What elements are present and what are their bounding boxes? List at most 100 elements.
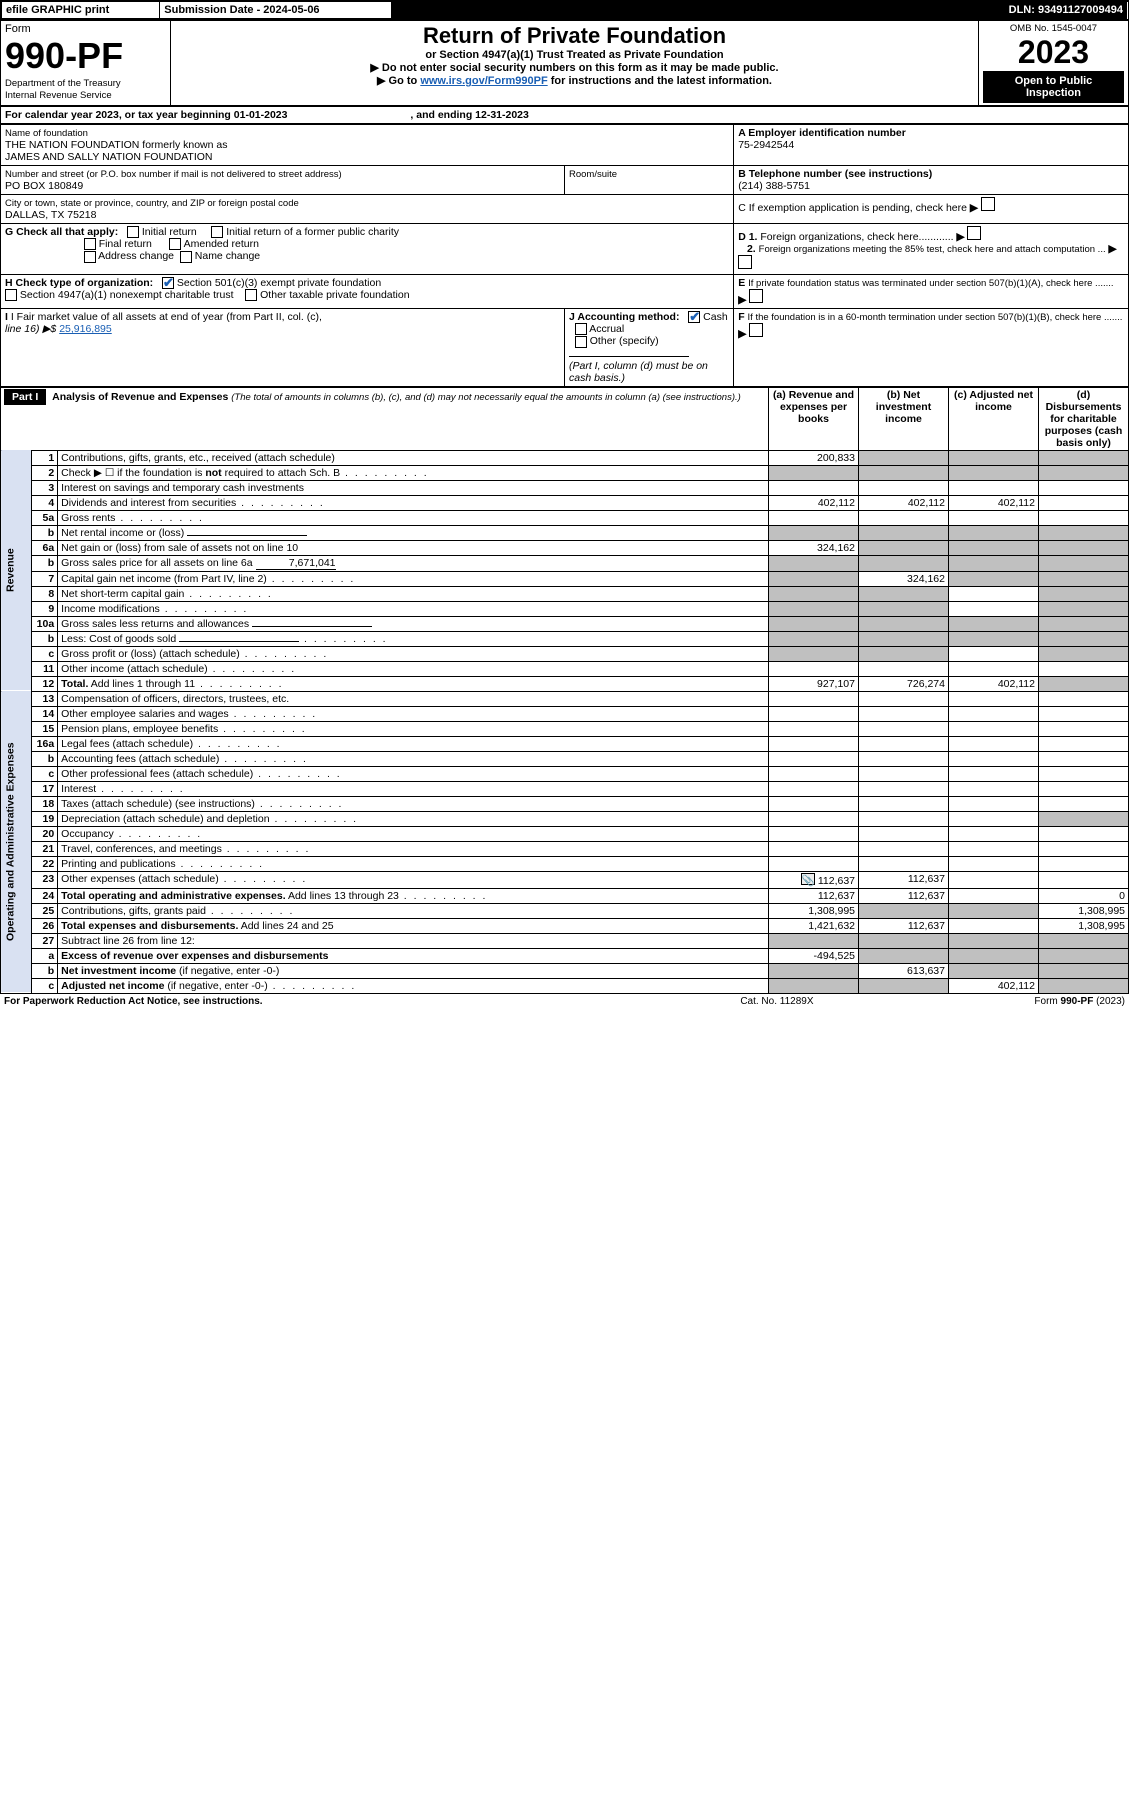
row-number: 24 bbox=[32, 888, 58, 903]
g-address-change-checkbox[interactable] bbox=[84, 251, 96, 263]
d1-checkbox[interactable] bbox=[967, 226, 981, 240]
row-number: 10a bbox=[32, 616, 58, 631]
amount-cell bbox=[1039, 495, 1129, 510]
city-label: City or town, state or province, country… bbox=[5, 198, 299, 209]
table-row: 3Interest on savings and temporary cash … bbox=[1, 480, 1129, 495]
amount-cell bbox=[1039, 796, 1129, 811]
row-description: Adjusted net income (if negative, enter … bbox=[58, 978, 769, 993]
instructions-link[interactable]: www.irs.gov/Form990PF bbox=[420, 75, 547, 87]
j-accrual-checkbox[interactable] bbox=[575, 323, 587, 335]
amount-cell: 112,637 bbox=[859, 918, 949, 933]
f-checkbox[interactable] bbox=[749, 323, 763, 337]
row-description: Total. Add lines 1 through 11 bbox=[58, 676, 769, 691]
table-row: cOther professional fees (attach schedul… bbox=[1, 766, 1129, 781]
amount-cell bbox=[949, 948, 1039, 963]
row-number: 22 bbox=[32, 856, 58, 871]
amount-cell bbox=[769, 796, 859, 811]
e-checkbox[interactable] bbox=[749, 289, 763, 303]
h-other-checkbox[interactable] bbox=[245, 289, 257, 301]
table-row: 25Contributions, gifts, grants paid1,308… bbox=[1, 903, 1129, 918]
row-description: Check ▶ ☐ if the foundation is not requi… bbox=[58, 465, 769, 480]
row-description: Other professional fees (attach schedule… bbox=[58, 766, 769, 781]
table-row: cAdjusted net income (if negative, enter… bbox=[1, 978, 1129, 993]
table-row: aExcess of revenue over expenses and dis… bbox=[1, 948, 1129, 963]
j-other-checkbox[interactable] bbox=[575, 336, 587, 348]
amount-cell bbox=[769, 841, 859, 856]
amount-cell: 402,112 bbox=[769, 495, 859, 510]
table-row: 23Other expenses (attach schedule)📎 112,… bbox=[1, 871, 1129, 888]
submission-date: Submission Date - 2024-05-06 bbox=[160, 2, 392, 19]
row-number: 13 bbox=[32, 691, 58, 706]
amount-cell bbox=[859, 721, 949, 736]
g-initial-former-checkbox[interactable] bbox=[211, 226, 223, 238]
d2-checkbox[interactable] bbox=[738, 255, 752, 269]
amount-cell: 1,308,995 bbox=[769, 903, 859, 918]
table-row: 26Total expenses and disbursements. Add … bbox=[1, 918, 1129, 933]
table-row: 7Capital gain net income (from Part IV, … bbox=[1, 571, 1129, 586]
row-description: Gross rents bbox=[58, 510, 769, 525]
g-name-change-checkbox[interactable] bbox=[180, 251, 192, 263]
row-description: Gross sales price for all assets on line… bbox=[58, 555, 769, 571]
g-label: G Check all that apply: bbox=[5, 226, 118, 238]
row-number: 27 bbox=[32, 933, 58, 948]
e-label: If private foundation status was termina… bbox=[748, 278, 1113, 289]
table-row: 16aLegal fees (attach schedule) bbox=[1, 736, 1129, 751]
part1-note: (The total of amounts in columns (b), (c… bbox=[231, 392, 741, 403]
h-4947-checkbox[interactable] bbox=[5, 289, 17, 301]
j-cash-checkbox[interactable] bbox=[688, 311, 700, 323]
schedule-icon[interactable]: 📎 bbox=[801, 873, 815, 885]
table-row: 4Dividends and interest from securities4… bbox=[1, 495, 1129, 510]
foundation-name-2: JAMES AND SALLY NATION FOUNDATION bbox=[5, 151, 213, 163]
row-number: 2 bbox=[32, 465, 58, 480]
address-label: Number and street (or P.O. box number if… bbox=[5, 169, 342, 180]
row-description: Income modifications bbox=[58, 601, 769, 616]
ein-value: 75-2942544 bbox=[738, 139, 794, 151]
amount-cell bbox=[949, 963, 1039, 978]
amount-cell: -494,525 bbox=[769, 948, 859, 963]
amount-cell bbox=[769, 766, 859, 781]
amount-cell bbox=[1039, 948, 1129, 963]
table-row: 17Interest bbox=[1, 781, 1129, 796]
amount-cell bbox=[859, 766, 949, 781]
row-number: 25 bbox=[32, 903, 58, 918]
amount-cell bbox=[859, 796, 949, 811]
amount-cell bbox=[949, 736, 1039, 751]
fmv-link[interactable]: 25,916,895 bbox=[59, 323, 112, 335]
row-description: Pension plans, employee benefits bbox=[58, 721, 769, 736]
row-number: b bbox=[32, 631, 58, 646]
amount-cell bbox=[949, 586, 1039, 601]
pra-notice: For Paperwork Reduction Act Notice, see … bbox=[4, 996, 263, 1007]
h-501c3-checkbox[interactable] bbox=[162, 277, 174, 289]
amount-cell bbox=[769, 933, 859, 948]
amount-cell: 324,162 bbox=[769, 540, 859, 555]
amount-cell bbox=[949, 903, 1039, 918]
form-title: Return of Private Foundation bbox=[175, 23, 974, 49]
amount-cell bbox=[1039, 691, 1129, 706]
amount-cell: 402,112 bbox=[949, 495, 1039, 510]
amount-cell bbox=[949, 856, 1039, 871]
row-number: 21 bbox=[32, 841, 58, 856]
amount-cell bbox=[859, 510, 949, 525]
name-label: Name of foundation bbox=[5, 128, 88, 139]
amount-cell bbox=[769, 856, 859, 871]
amount-cell bbox=[859, 736, 949, 751]
col-d-header: (d) Disbursements for charitable purpose… bbox=[1039, 387, 1129, 450]
amount-cell bbox=[859, 933, 949, 948]
amount-cell bbox=[769, 826, 859, 841]
form-subtitle: or Section 4947(a)(1) Trust Treated as P… bbox=[175, 49, 974, 61]
row-number: 7 bbox=[32, 571, 58, 586]
g-initial-return-checkbox[interactable] bbox=[127, 226, 139, 238]
row-number: 18 bbox=[32, 796, 58, 811]
g-amended-checkbox[interactable] bbox=[169, 238, 181, 250]
amount-cell bbox=[1039, 661, 1129, 676]
address-value: PO BOX 180849 bbox=[5, 180, 83, 192]
amount-cell bbox=[859, 646, 949, 661]
row-number: 12 bbox=[32, 676, 58, 691]
top-bar: efile GRAPHIC print Submission Date - 20… bbox=[1, 1, 1128, 19]
c-checkbox[interactable] bbox=[981, 197, 995, 211]
g-final-return-checkbox[interactable] bbox=[84, 238, 96, 250]
form-warning-1: ▶ Do not enter social security numbers o… bbox=[175, 61, 974, 74]
row-description: Other income (attach schedule) bbox=[58, 661, 769, 676]
table-row: bGross sales price for all assets on lin… bbox=[1, 555, 1129, 571]
col-a-header: (a) Revenue and expenses per books bbox=[769, 387, 859, 450]
